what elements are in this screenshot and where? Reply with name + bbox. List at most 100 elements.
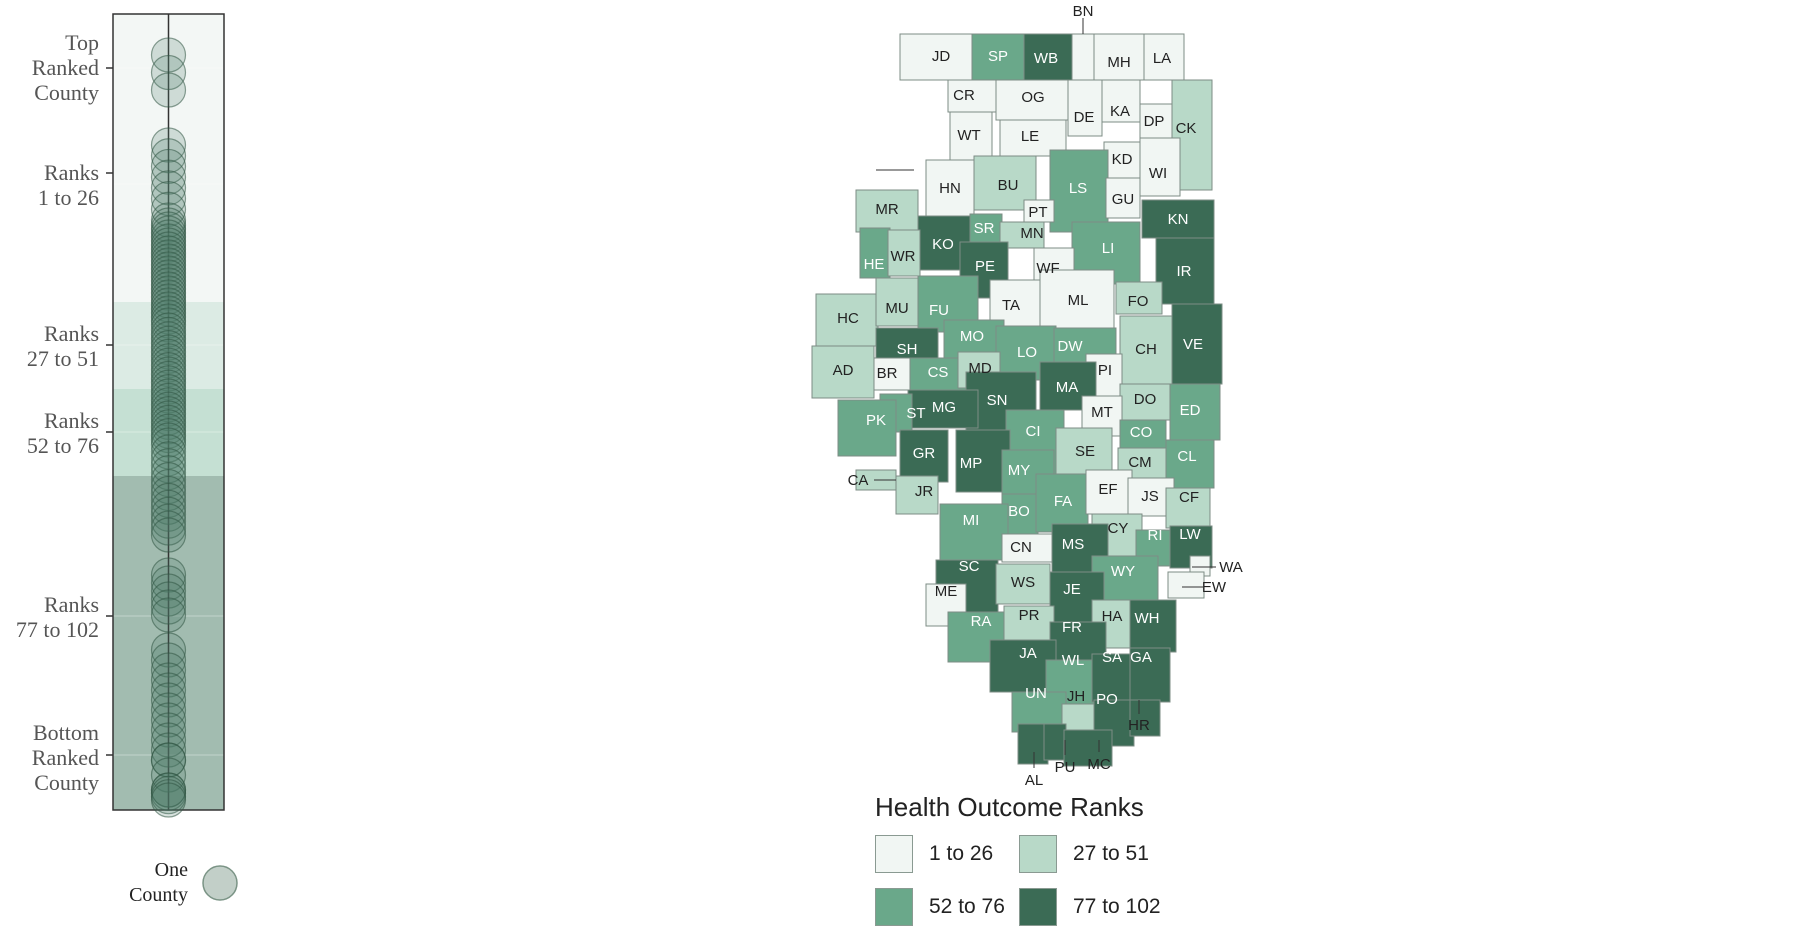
county-label-gr: GR bbox=[913, 445, 936, 462]
county-label-la: LA bbox=[1153, 50, 1171, 67]
county-label-cs: CS bbox=[928, 364, 949, 381]
county-label-wa: WA bbox=[1219, 559, 1243, 576]
county-label-ls: LS bbox=[1069, 180, 1087, 197]
legend-item-52-76: 52 to 76 bbox=[875, 888, 1005, 926]
county-al bbox=[1017, 723, 1049, 765]
county-label-dp: DP bbox=[1144, 113, 1165, 130]
county-labels: JD SP WB BN MH LA CR OG DE KA DP CK WT LE KD HN BU LS GU WI… bbox=[833, 3, 1243, 789]
rank-ticks bbox=[106, 67, 113, 756]
legend-label-1-26: 1 to 26 bbox=[929, 842, 994, 865]
county-label-ws: WS bbox=[1011, 574, 1035, 591]
county-label-se: SE bbox=[1075, 443, 1095, 460]
county-sp bbox=[971, 33, 1025, 81]
county-dot bbox=[150, 455, 187, 491]
county-label-sr: SR bbox=[974, 220, 995, 237]
county-label-ir: IR bbox=[1177, 263, 1192, 280]
county-gu bbox=[1105, 177, 1141, 219]
county-label-bu: BU bbox=[998, 177, 1019, 194]
county-ch bbox=[1119, 315, 1177, 391]
county-label-my: MY bbox=[1008, 462, 1031, 479]
county-label-mt: MT bbox=[1091, 404, 1113, 421]
county-dot bbox=[150, 72, 187, 108]
county-label-sh: SH bbox=[897, 341, 918, 358]
county-label-ef: EF bbox=[1098, 481, 1117, 498]
legend-swatch-27-51 bbox=[1019, 835, 1057, 873]
county-label-fu: FU bbox=[929, 302, 949, 319]
county-mh bbox=[1093, 33, 1145, 81]
county-bn bbox=[1071, 33, 1095, 81]
county-dot bbox=[150, 632, 187, 668]
county-ed bbox=[1169, 383, 1221, 441]
county-label-kd: KD bbox=[1112, 151, 1133, 168]
county-label-pe: PE bbox=[975, 258, 995, 275]
county-dot bbox=[150, 475, 187, 512]
county-label-jd: JD bbox=[932, 48, 951, 65]
county-wh bbox=[1129, 599, 1177, 653]
county-dot bbox=[150, 589, 187, 625]
county-label-bo: BO bbox=[1008, 503, 1030, 520]
county-label-wf: WF bbox=[1036, 260, 1059, 277]
county-cf bbox=[1165, 487, 1211, 529]
county-dot bbox=[150, 565, 187, 601]
county-pr bbox=[1003, 605, 1055, 643]
county-dot bbox=[150, 642, 187, 678]
county-label-ra: RA bbox=[971, 613, 992, 630]
county-ma bbox=[1039, 361, 1097, 411]
county-dot bbox=[150, 732, 187, 768]
county-wb bbox=[1023, 33, 1073, 81]
county-label-pr: PR bbox=[1019, 607, 1040, 624]
county-dot bbox=[150, 652, 187, 688]
county-pu bbox=[1043, 723, 1067, 761]
rank-strip-chart bbox=[106, 13, 225, 818]
county-label-mo: MO bbox=[960, 328, 984, 345]
county-ls bbox=[1049, 149, 1109, 233]
county-dot bbox=[150, 662, 187, 698]
county-dot bbox=[150, 482, 187, 518]
county-label-gu: GU bbox=[1112, 191, 1135, 208]
county-label-hn: HN bbox=[939, 180, 961, 197]
county-label-bn: BN bbox=[1073, 3, 1094, 20]
county-label-ca: CA bbox=[848, 472, 869, 489]
county-label-pu: PU bbox=[1055, 759, 1076, 776]
axis-label-ranks-77-102: Ranks 77 to 102 bbox=[15, 592, 99, 642]
legend-label-77-102: 77 to 102 bbox=[1073, 895, 1161, 918]
county-label-he: HE bbox=[864, 256, 885, 273]
county-dot bbox=[150, 489, 187, 525]
county-dots bbox=[150, 37, 187, 818]
county-gr bbox=[899, 429, 949, 483]
county-label-wb: WB bbox=[1034, 50, 1058, 67]
county-label-cl: CL bbox=[1177, 448, 1196, 465]
county-label-le: LE bbox=[1021, 128, 1039, 145]
county-label-cr: CR bbox=[953, 87, 975, 104]
county-label-cm: CM bbox=[1128, 454, 1151, 471]
county-label-cn: CN bbox=[1010, 539, 1032, 556]
county-dot bbox=[150, 682, 187, 718]
county-de bbox=[1067, 79, 1103, 137]
county-label-ml: ML bbox=[1068, 292, 1089, 309]
axis-label-ranks-52-76: Ranks 52 to 76 bbox=[26, 408, 99, 458]
county-label-ck: CK bbox=[1176, 120, 1197, 137]
county-label-ka: KA bbox=[1110, 103, 1130, 120]
county-label-fr: FR bbox=[1062, 619, 1082, 636]
county-mr bbox=[855, 189, 919, 233]
county-label-un: UN bbox=[1025, 685, 1047, 702]
one-county-dot bbox=[202, 865, 238, 901]
county-la bbox=[1143, 33, 1185, 81]
county-label-sn: SN bbox=[987, 392, 1008, 409]
county-dot bbox=[150, 557, 187, 593]
county-shapes bbox=[811, 33, 1223, 767]
county-dot bbox=[150, 597, 187, 633]
county-label-st: ST bbox=[906, 405, 925, 422]
county-dot bbox=[150, 441, 187, 477]
county-dot bbox=[150, 427, 187, 463]
county-dot bbox=[150, 434, 187, 470]
county-do bbox=[1119, 383, 1177, 421]
county-ef bbox=[1085, 469, 1133, 515]
county-label-wr: WR bbox=[891, 248, 916, 265]
county-dot bbox=[150, 712, 187, 748]
county-label-ko: KO bbox=[932, 236, 954, 253]
county-label-ad: AD bbox=[833, 362, 854, 379]
axis-label-top: Top Ranked County bbox=[31, 30, 99, 105]
county-dot bbox=[150, 782, 187, 818]
county-label-js: JS bbox=[1141, 488, 1159, 505]
